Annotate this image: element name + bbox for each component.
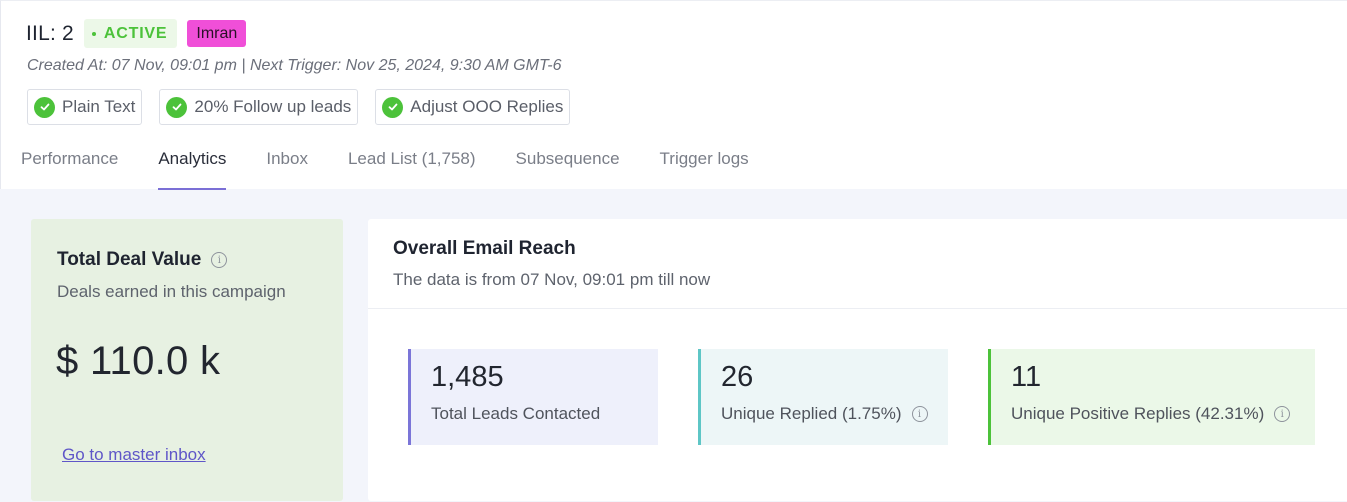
master-inbox-link[interactable]: Go to master inbox [62,445,206,464]
stat-label: Unique Positive Replies (42.31%) i [1011,404,1291,424]
campaign-tag[interactable]: Imran [187,20,247,47]
status-badge: ACTIVE [83,19,178,48]
feature-plain-text: Plain Text [27,89,143,125]
status-dot-icon [91,31,96,36]
email-reach-card: Overall Email Reach The data is from 07 … [368,219,1347,501]
tab-lead-list[interactable]: Lead List (1,758) [347,149,476,168]
tab-trigger-logs[interactable]: Trigger logs [659,149,749,168]
stat-total-leads: 1,485 Total Leads Contacted [408,349,658,445]
tab-performance[interactable]: Performance [21,149,119,168]
info-icon[interactable]: i [911,406,928,422]
check-circle-icon [34,96,55,118]
info-icon[interactable]: i [1274,406,1291,422]
stat-label-text: Unique Replied (1.75%) [721,404,902,423]
tab-analytics[interactable]: Analytics [158,147,227,190]
feature-follow-up: 20% Follow up leads [159,89,359,125]
stat-value: 11 [1011,361,1042,393]
campaign-tabs: Performance Analytics Inbox Lead List (1… [21,147,789,190]
feature-label: Adjust OOO Replies [410,97,564,116]
campaign-meta: Created At: 07 Nov, 09:01 pm | Next Trig… [27,57,562,74]
info-icon[interactable]: i [211,252,228,268]
stat-unique-replied: 26 Unique Replied (1.75%) i [698,349,948,445]
check-circle-icon [166,96,188,118]
divider [368,308,1347,309]
stat-value: 26 [721,361,754,393]
deal-value: $ 110.0 k [56,339,221,383]
stat-positive-replies: 11 Unique Positive Replies (42.31%) i [988,349,1315,445]
tab-inbox[interactable]: Inbox [266,149,308,168]
status-label: ACTIVE [103,24,168,42]
feature-label: Plain Text [62,97,136,116]
reach-card-title: Overall Email Reach [393,238,576,259]
reach-card-subtitle: The data is from 07 Nov, 09:01 pm till n… [393,270,711,289]
deal-title-text: Total Deal Value [57,249,202,270]
stat-value: 1,485 [431,361,504,393]
stat-label-text: Total Leads Contacted [431,404,601,423]
feature-list: Plain Text 20% Follow up leads Adjust OO… [27,89,571,125]
feature-ooo-replies: Adjust OOO Replies [375,89,571,125]
check-circle-icon [382,96,404,118]
stat-label-text: Unique Positive Replies (42.31%) [1011,404,1265,423]
campaign-header: IIL: 2 ACTIVE Imran Created At: 07 Nov, … [0,0,1347,190]
deal-card-subtitle: Deals earned in this campaign [57,282,286,301]
title-row: IIL: 2 ACTIVE Imran [26,19,247,48]
stat-label: Total Leads Contacted [431,404,600,424]
total-deal-value-card: Total Deal Value i Deals earned in this … [31,219,343,501]
campaign-title: IIL: 2 [26,21,74,45]
stat-label: Unique Replied (1.75%) i [721,404,928,424]
feature-label: 20% Follow up leads [194,97,352,116]
tab-subsequence[interactable]: Subsequence [515,149,620,168]
deal-card-title: Total Deal Value i [57,249,228,271]
